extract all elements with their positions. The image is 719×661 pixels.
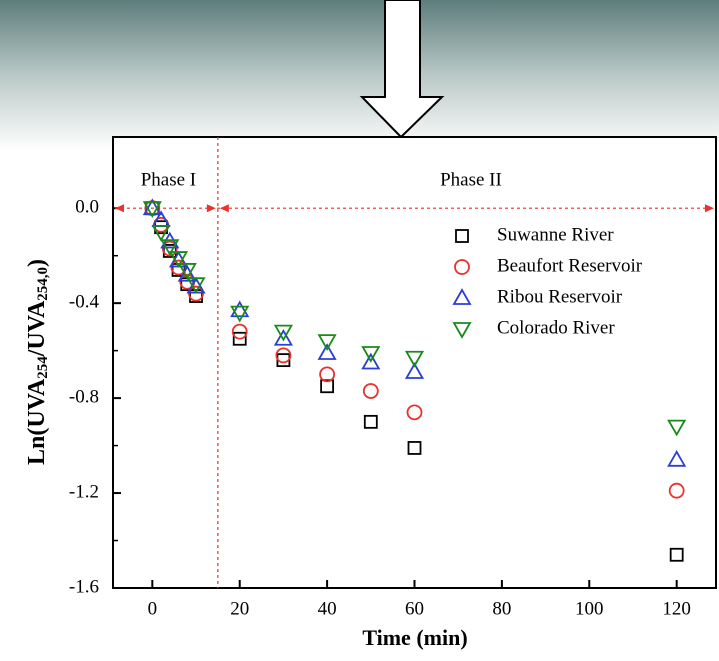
x-tick-label: 40 bbox=[318, 598, 337, 619]
marker bbox=[186, 277, 206, 294]
y-label-part: ) bbox=[24, 259, 50, 267]
marker bbox=[363, 414, 378, 429]
marker bbox=[232, 331, 247, 346]
y-label-part: Ln(UVA bbox=[24, 378, 50, 465]
y-tick-label: -0.4 bbox=[69, 292, 100, 313]
marker bbox=[404, 350, 425, 368]
y-axis-label: Ln(UVA254/UVA254,0) bbox=[24, 259, 52, 465]
y-label-part: 254 bbox=[35, 356, 51, 379]
marker bbox=[404, 362, 425, 379]
marker bbox=[231, 323, 248, 340]
x-axis-label: Time (min) bbox=[362, 625, 467, 650]
marker bbox=[273, 324, 293, 342]
marker bbox=[142, 198, 162, 216]
down-arrow bbox=[359, 0, 445, 139]
phase-label: Phase II bbox=[440, 169, 502, 190]
marker bbox=[455, 229, 469, 243]
legend-label: Beaufort Reservoir bbox=[497, 255, 643, 276]
phase-arrowhead bbox=[705, 204, 714, 213]
marker bbox=[452, 288, 472, 305]
marker bbox=[669, 547, 684, 562]
x-tick-label: 0 bbox=[148, 598, 158, 619]
marker bbox=[407, 441, 422, 455]
phase-arrowhead bbox=[219, 204, 229, 213]
y-tick-label: 0.0 bbox=[75, 197, 99, 218]
marker bbox=[668, 482, 685, 499]
marker bbox=[667, 419, 687, 437]
marker bbox=[142, 201, 162, 219]
marker bbox=[317, 334, 337, 351]
marker bbox=[170, 259, 187, 276]
marker bbox=[454, 259, 470, 275]
marker bbox=[361, 352, 381, 370]
phase-arrowhead bbox=[115, 204, 124, 213]
y-tick-label: -0.8 bbox=[69, 386, 99, 407]
marker bbox=[273, 328, 293, 346]
marker bbox=[177, 263, 197, 280]
marker bbox=[177, 264, 197, 282]
phase-arrowhead bbox=[206, 204, 216, 213]
phase-label: Phase I bbox=[141, 169, 196, 190]
legend-label: Suwanne River bbox=[497, 224, 614, 245]
marker bbox=[188, 285, 204, 302]
marker bbox=[160, 239, 180, 257]
x-tick-label: 100 bbox=[575, 598, 604, 619]
legend-label: Colorado River bbox=[497, 317, 615, 338]
marker bbox=[151, 225, 171, 242]
legend-label: Ribou Reservoir bbox=[497, 286, 623, 307]
marker bbox=[230, 305, 250, 323]
marker bbox=[319, 366, 336, 383]
marker bbox=[230, 300, 250, 318]
y-tick-label: -1.6 bbox=[69, 576, 99, 597]
marker bbox=[362, 383, 379, 399]
marker bbox=[406, 404, 423, 421]
marker bbox=[452, 322, 472, 339]
y-tick-label: -1.2 bbox=[69, 481, 99, 502]
marker bbox=[168, 251, 189, 268]
marker bbox=[320, 379, 335, 394]
x-tick-label: 120 bbox=[662, 598, 691, 619]
marker bbox=[317, 343, 337, 360]
background-band bbox=[0, 0, 719, 150]
marker bbox=[361, 346, 381, 363]
y-label-part: /UVA bbox=[24, 300, 50, 357]
marker bbox=[275, 347, 292, 364]
y-label-part: 254,0 bbox=[35, 267, 51, 301]
x-tick-label: 60 bbox=[405, 598, 424, 619]
marker bbox=[667, 450, 687, 467]
x-tick-label: 80 bbox=[492, 598, 511, 619]
x-tick-label: 20 bbox=[230, 598, 249, 619]
